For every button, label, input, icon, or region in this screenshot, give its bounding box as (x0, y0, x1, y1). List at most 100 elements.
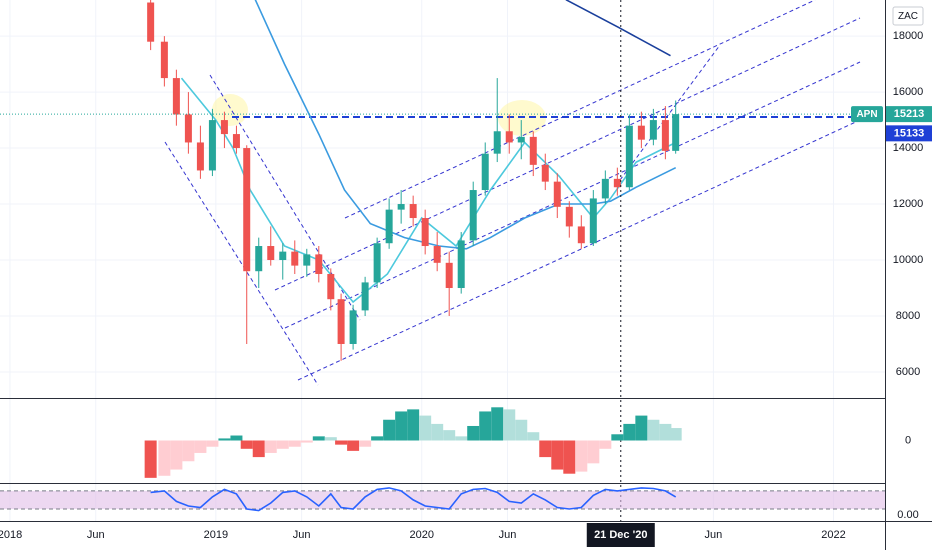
y-tick-label: 0 (905, 434, 911, 446)
histogram-bar (503, 409, 516, 441)
candle-body (349, 310, 357, 344)
histogram-bar (467, 425, 480, 441)
histogram-bar (206, 440, 219, 447)
channel-line (297, 119, 861, 381)
x-tick-label: 2022 (821, 529, 845, 541)
histogram-bar (599, 440, 612, 449)
candle-body (255, 246, 263, 272)
histogram-bar (491, 407, 504, 441)
histogram-bar (264, 440, 277, 453)
candle-body (517, 136, 525, 143)
x-tick-label: 2019 (204, 529, 228, 541)
candle-body (409, 204, 417, 219)
candle-body (279, 251, 287, 261)
currency-box (892, 6, 924, 26)
candle-body (529, 136, 537, 165)
last-price-badge (886, 106, 932, 123)
histogram-bar (443, 430, 456, 441)
histogram-bar (276, 440, 289, 449)
histogram-bar (194, 440, 207, 453)
channel-line (274, 17, 861, 291)
histogram-bar (455, 436, 468, 441)
crosshair-badge (586, 523, 655, 547)
candle-body (303, 254, 311, 266)
channel-line (619, 44, 721, 181)
candle-body (421, 218, 429, 247)
y-tick-label: 16000 (893, 86, 924, 98)
candle-body (147, 2, 155, 42)
candle-body (315, 254, 323, 275)
candle-body (613, 178, 621, 188)
histogram-bar (611, 434, 624, 441)
candle-body (361, 282, 369, 311)
candle-body (505, 131, 513, 143)
candle-body (553, 181, 561, 207)
candle-body (649, 120, 657, 140)
x-tick-label: 2020 (409, 529, 433, 541)
histogram-bar (383, 419, 396, 441)
histogram-bar (515, 419, 528, 441)
histogram-bar (431, 423, 444, 441)
histogram-bar (587, 440, 600, 464)
candle-body (373, 243, 381, 283)
x-tick-label: Jun (499, 529, 517, 541)
y-tick-label: 10000 (893, 254, 924, 266)
close-marker: 15133 (894, 127, 925, 139)
histogram-bar (182, 440, 195, 462)
channel-line (284, 61, 861, 329)
histogram-bar (659, 423, 672, 441)
candle-body (481, 153, 489, 191)
line (254, 0, 677, 250)
histogram-bar (419, 415, 432, 441)
histogram-bar (312, 436, 325, 441)
histogram-bar (407, 409, 420, 441)
last-price: 15213 (894, 108, 925, 120)
histogram-bar (563, 440, 576, 474)
candle-body (160, 41, 168, 79)
candle-body (637, 125, 645, 140)
histogram-bar (252, 440, 265, 458)
line (565, 0, 671, 57)
currency: ZAC (898, 11, 918, 22)
plot (0, 0, 885, 361)
channel-line (164, 141, 319, 386)
histogram-bar (324, 437, 337, 441)
y-tick-label: 14000 (893, 142, 924, 154)
close-badge (886, 125, 932, 142)
candle-body (493, 131, 501, 154)
candle-body (172, 78, 180, 115)
histogram-bar (144, 440, 157, 478)
symbol: APN (856, 109, 877, 120)
histogram-bar (158, 440, 171, 476)
candle-body (433, 246, 441, 263)
line (150, 487, 677, 512)
candle-body (232, 134, 240, 149)
histogram-bar (335, 440, 348, 445)
candle-body (565, 206, 573, 227)
candle-body (672, 114, 680, 151)
crosshair-label: 21 Dec '20 (594, 529, 647, 541)
band (0, 490, 885, 509)
histogram-bar (347, 440, 360, 451)
candle-body (267, 246, 275, 261)
histogram-bar (623, 423, 636, 441)
drawings (164, 0, 861, 386)
grid (0, 0, 885, 521)
candle-body (541, 164, 549, 182)
candle-body (291, 251, 299, 266)
histogram-bar (575, 440, 588, 472)
x-tick-label: Jun (705, 529, 723, 541)
candle-body (457, 240, 465, 289)
candle-body (397, 204, 405, 210)
histogram-bar (371, 436, 384, 441)
x-tick-label: Jun (87, 529, 105, 541)
y-tick-label: 6000 (896, 366, 920, 378)
candle-body (589, 198, 597, 244)
candle-body (184, 114, 192, 143)
histogram-bar (170, 440, 183, 470)
candle-body (601, 178, 609, 199)
x-tick-label: 2018 (0, 529, 22, 541)
histogram-bar (551, 440, 564, 470)
y-tick-label: 18000 (893, 30, 924, 42)
